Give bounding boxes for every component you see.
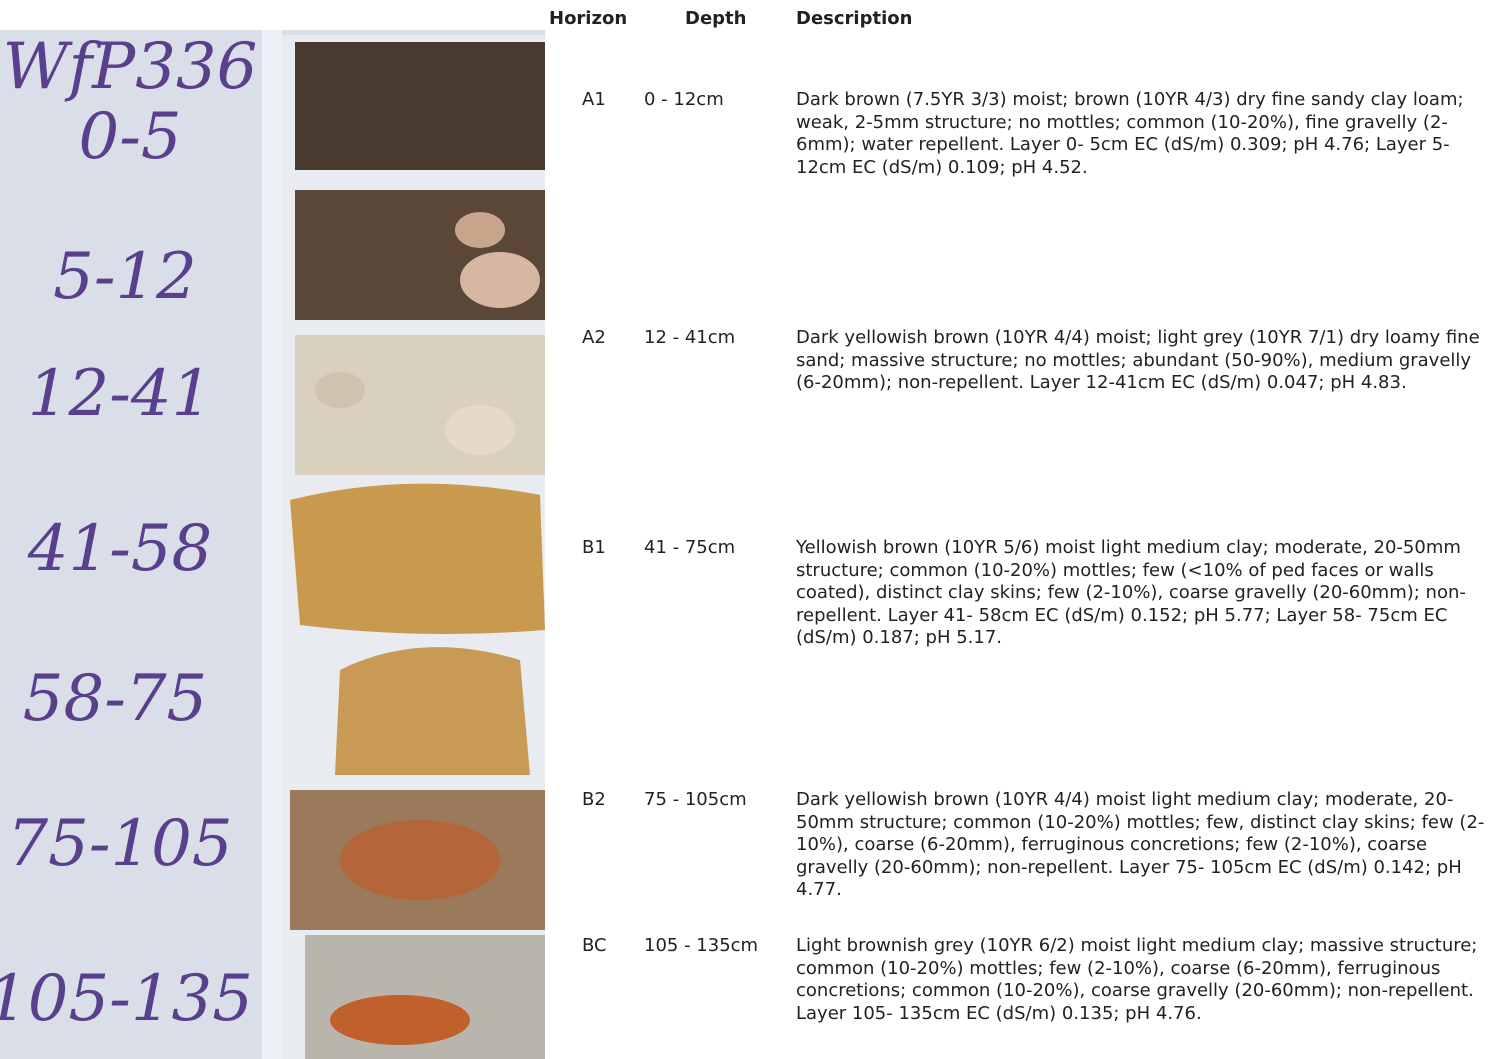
row-description: Dark yellowish brown (10YR 4/4) moist; l… bbox=[796, 327, 1480, 393]
handwritten-label: 12-41 bbox=[28, 357, 213, 431]
row-horizon: B1 bbox=[582, 537, 606, 558]
row-description: Light brownish grey (10YR 6/2) moist lig… bbox=[796, 935, 1478, 1024]
handwritten-label: 0-5 bbox=[78, 100, 181, 174]
row-description: Yellowish brown (10YR 5/6) moist light m… bbox=[796, 537, 1466, 648]
row-horizon: A2 bbox=[582, 327, 606, 348]
handwritten-label: WfP336 bbox=[3, 30, 258, 104]
row-depth: 41 - 75cm bbox=[644, 537, 736, 558]
handwritten-label: 105-135 bbox=[0, 962, 253, 1036]
row-description: Dark yellowish brown (10YR 4/4) moist li… bbox=[796, 789, 1485, 900]
row-horizon: BC bbox=[582, 935, 607, 956]
row-depth: 75 - 105cm bbox=[644, 789, 747, 810]
column-header: Description bbox=[796, 8, 913, 29]
column-header: Horizon bbox=[549, 8, 628, 29]
handwritten-label: 41-58 bbox=[27, 512, 213, 586]
row-depth: 105 - 135cm bbox=[644, 935, 759, 956]
row-horizon: B2 bbox=[582, 789, 606, 810]
row-depth: 12 - 41cm bbox=[644, 327, 736, 348]
compartments bbox=[282, 35, 545, 1059]
handwritten-label: 58-75 bbox=[23, 662, 208, 736]
column-header: Depth bbox=[685, 8, 747, 29]
tray-divider bbox=[262, 30, 282, 1059]
handwritten-label: 75-105 bbox=[7, 807, 232, 881]
row-depth: 0 - 12cm bbox=[644, 89, 724, 110]
handwritten-label: 5-12 bbox=[53, 240, 197, 314]
row-description: Dark brown (7.5YR 3/3) moist; brown (10Y… bbox=[796, 89, 1464, 178]
row-horizon: A1 bbox=[582, 89, 606, 110]
